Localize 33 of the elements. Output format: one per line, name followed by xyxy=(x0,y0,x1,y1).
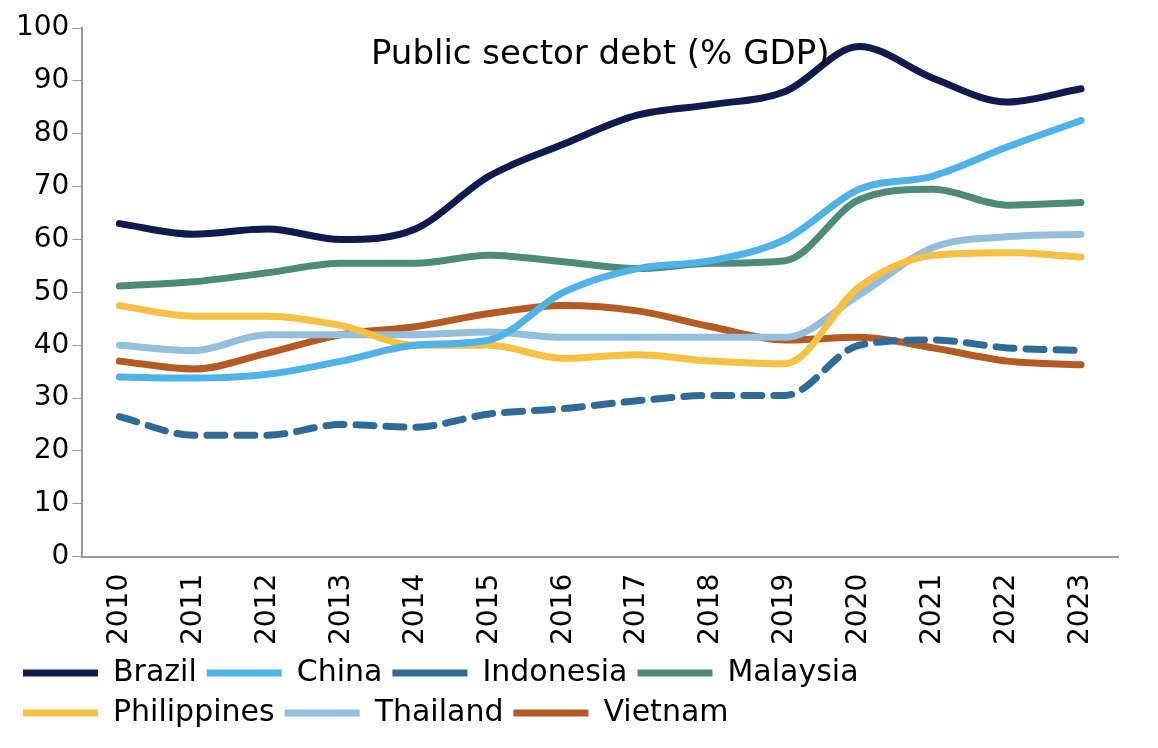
y-tick-label: 20 xyxy=(33,432,70,466)
legend-label: China xyxy=(296,652,383,688)
legend-label: Malaysia xyxy=(727,652,859,688)
x-tick-label: 2015 xyxy=(470,573,504,646)
legend-label: Brazil xyxy=(113,652,197,688)
x-tick-label: 2018 xyxy=(692,573,726,646)
legend-label: Indonesia xyxy=(482,652,628,688)
y-tick-label: 40 xyxy=(33,326,70,360)
x-tick-label: 2021 xyxy=(914,573,948,646)
y-tick-label: 70 xyxy=(33,167,70,201)
x-tick-label: 2010 xyxy=(100,573,134,646)
legend-label: Vietnam xyxy=(603,692,729,728)
x-tick-label: 2013 xyxy=(322,573,356,646)
x-tick-label: 2011 xyxy=(174,573,208,646)
x-tick-label: 2014 xyxy=(396,573,430,646)
x-tick-label: 2012 xyxy=(248,573,282,646)
x-tick-label: 2022 xyxy=(988,573,1022,646)
x-tick-label: 2020 xyxy=(840,573,874,646)
y-tick-label: 60 xyxy=(33,220,70,254)
legend-label: Thailand xyxy=(373,692,504,728)
y-tick-label: 0 xyxy=(51,538,70,572)
x-tick-label: 2017 xyxy=(618,573,652,646)
y-tick-label: 80 xyxy=(33,115,70,149)
x-tick-label: 2023 xyxy=(1062,573,1096,646)
y-tick-label: 100 xyxy=(15,9,70,43)
y-tick-label: 30 xyxy=(33,379,70,413)
x-tick-label: 2016 xyxy=(544,573,578,646)
y-tick-label: 90 xyxy=(33,62,70,96)
chart-title: Public sector debt (% GDP) xyxy=(370,31,830,72)
x-tick-label: 2019 xyxy=(766,573,800,646)
legend-label: Philippines xyxy=(113,692,275,728)
y-tick-label: 50 xyxy=(33,273,70,307)
y-tick-label: 10 xyxy=(33,485,70,519)
